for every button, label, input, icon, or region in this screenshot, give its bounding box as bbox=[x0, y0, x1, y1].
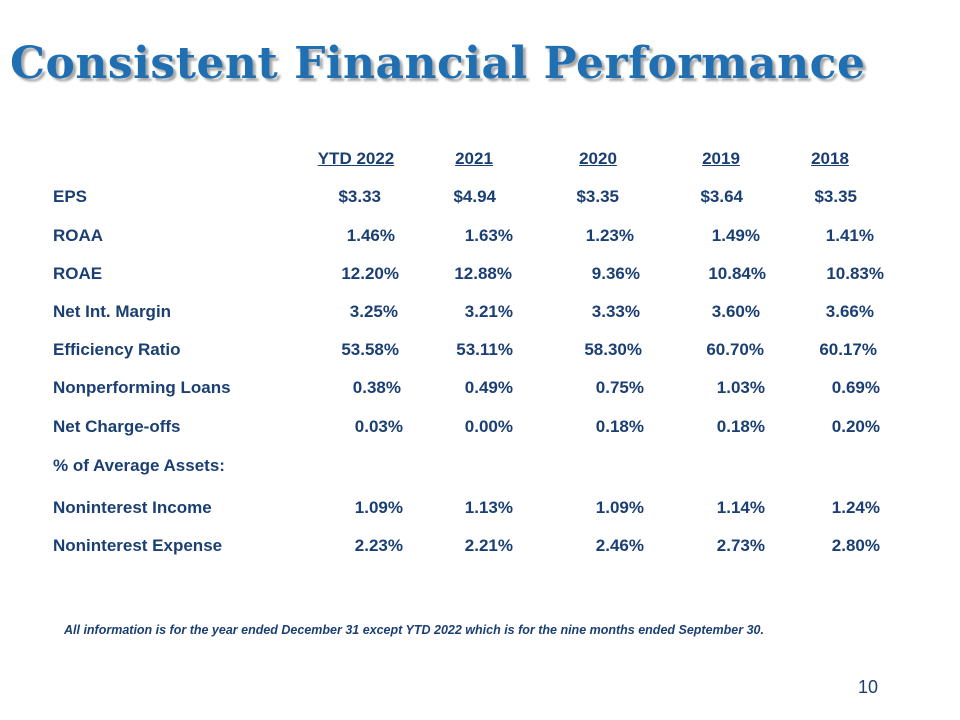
row-label-net-int-margin: Net Int. Margin bbox=[53, 302, 172, 321]
table-cell: $3.64 bbox=[700, 187, 743, 206]
table-cell: $3.35 bbox=[814, 187, 857, 206]
table-cell: 2.80% bbox=[831, 536, 880, 555]
column-header-2019: 2019 bbox=[702, 149, 740, 168]
column-header-2018: 2018 bbox=[811, 149, 849, 168]
table-cell: 0.03% bbox=[354, 417, 403, 436]
table-cell: 3.25% bbox=[349, 302, 398, 321]
page-number: 10 bbox=[858, 677, 879, 697]
table-cell: 1.13% bbox=[464, 498, 513, 517]
table-cell: 60.70% bbox=[706, 340, 764, 359]
table-cell: 1.09% bbox=[595, 498, 644, 517]
row-label-roae: ROAE bbox=[53, 264, 103, 283]
table-cell: 53.11% bbox=[456, 340, 513, 359]
table-cell: 3.60% bbox=[711, 302, 760, 321]
table-cell: 3.66% bbox=[825, 302, 874, 321]
table-cell: 53.58% bbox=[341, 340, 399, 359]
column-header-ytd-2022: YTD 2022 bbox=[317, 149, 395, 168]
table-cell: 1.23% bbox=[585, 226, 634, 245]
table-cell: 1.03% bbox=[716, 378, 765, 397]
table-cell: 2.46% bbox=[595, 536, 644, 555]
table-cell: $3.35 bbox=[576, 187, 619, 206]
table-cell: 0.75% bbox=[595, 378, 644, 397]
table-cell: 1.63% bbox=[464, 226, 513, 245]
table-cell: 1.46% bbox=[346, 226, 395, 245]
table-cell: 3.21% bbox=[464, 302, 513, 321]
table-cell: 1.09% bbox=[354, 498, 403, 517]
table-cell: 2.23% bbox=[354, 536, 403, 555]
table-cell: 58.30% bbox=[584, 340, 642, 359]
row-label-efficiency-ratio: Efficiency Ratio bbox=[53, 340, 181, 359]
table-cell: 0.20% bbox=[831, 417, 880, 436]
table-cell: 0.69% bbox=[831, 378, 880, 397]
table-cell: 0.49% bbox=[464, 378, 513, 397]
row-label-noninterest-expense: Noninterest Expense bbox=[53, 536, 223, 555]
table-cell: 9.36% bbox=[591, 264, 640, 283]
column-header-2021: 2021 bbox=[455, 149, 493, 168]
table-cell: $3.33 bbox=[338, 187, 381, 206]
table-cell: 0.00% bbox=[464, 417, 513, 436]
table-cell: 2.21% bbox=[464, 536, 513, 555]
table-cell: 0.18% bbox=[595, 417, 644, 436]
table-cell: 3.33% bbox=[591, 302, 640, 321]
row-label-eps: EPS bbox=[53, 187, 88, 206]
row-label-noninterest-income: Noninterest Income bbox=[53, 498, 212, 517]
column-header-2020: 2020 bbox=[579, 149, 617, 168]
table-cell: 60.17% bbox=[819, 340, 877, 359]
table-cell: 10.83% bbox=[826, 264, 884, 283]
table-cell: 10.84% bbox=[708, 264, 766, 283]
table-cell: 2.73% bbox=[716, 536, 765, 555]
row-label-net-charge-offs: Net Charge-offs bbox=[53, 417, 181, 436]
slide-title: Consistent Financial Performance bbox=[10, 38, 866, 89]
table-cell: 12.20% bbox=[341, 264, 399, 283]
table-cell: 0.38% bbox=[352, 378, 401, 397]
table-cell: 1.41% bbox=[825, 226, 874, 245]
section-label-average-assets: % of Average Assets: bbox=[53, 456, 225, 475]
table-cell: 1.24% bbox=[831, 498, 880, 517]
table-cell: 12.88% bbox=[454, 264, 512, 283]
footnote: All information is for the year ended De… bbox=[64, 623, 764, 637]
row-label-nonperforming-loans: Nonperforming Loans bbox=[53, 378, 231, 397]
table-cell: $4.94 bbox=[453, 187, 496, 206]
table-cell: 1.14% bbox=[716, 498, 765, 517]
table-cell: 1.49% bbox=[711, 226, 760, 245]
row-label-roaa: ROAA bbox=[53, 226, 104, 245]
table-cell: 0.18% bbox=[716, 417, 765, 436]
